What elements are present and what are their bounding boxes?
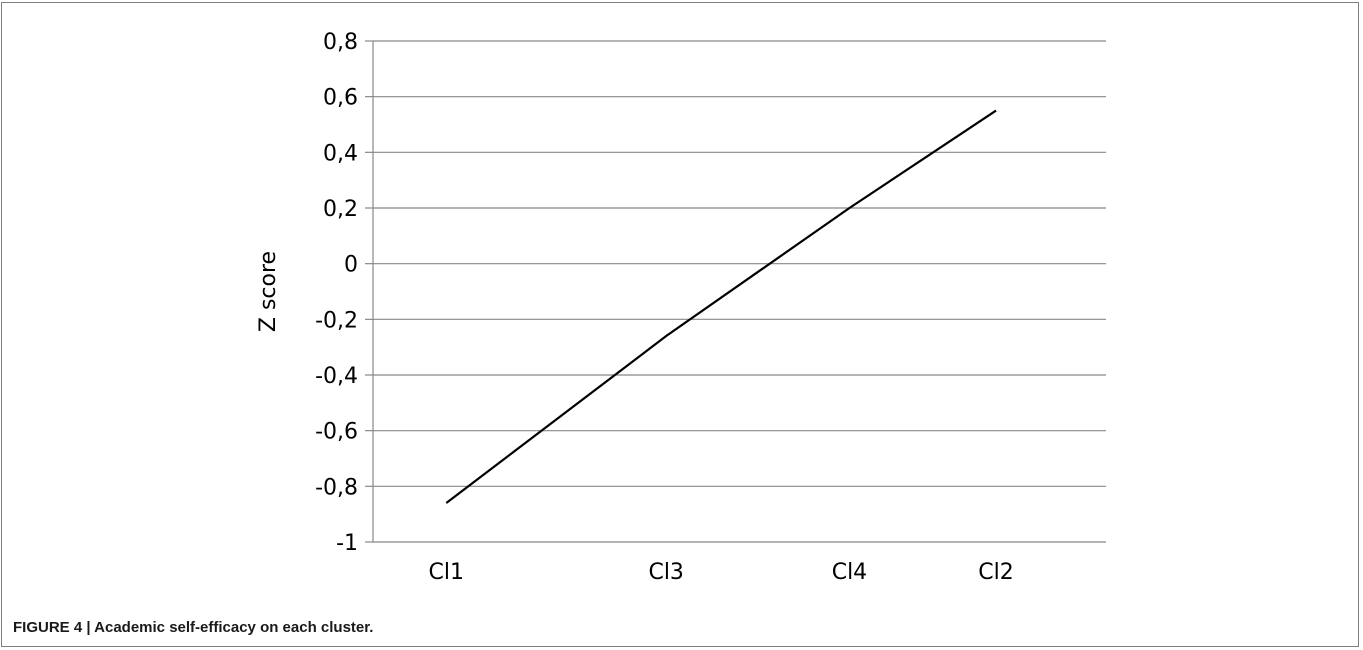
gridlines [365, 40, 1106, 543]
series-group [445, 109, 997, 504]
y-tick-label: -0,2 [315, 308, 358, 333]
y-tick-label: 0,2 [323, 197, 358, 222]
figure-caption: FIGURE 4 | Academic self-efficacy on eac… [13, 619, 373, 636]
y-tick-label: 0,4 [323, 141, 358, 166]
x-tick-label: Cl4 [832, 560, 867, 585]
y-tick-label: -0,8 [315, 475, 358, 500]
y-tick-label: 0,6 [323, 86, 358, 111]
x-tick-label: Cl2 [978, 560, 1013, 585]
x-tick-label: Cl3 [648, 560, 683, 585]
y-tick-label: 0 [344, 253, 358, 278]
line-chart: 0,80,60,40,20-0,2-0,4-0,6-0,8-1 Cl1 Cl3 Cl… [256, 30, 1106, 585]
y-tick-label: -1 [336, 531, 358, 556]
y-tick-label: -0,4 [315, 364, 358, 389]
y-tick-label: 0,8 [323, 30, 358, 55]
y-tick-labels: 0,8 0,6 0,4 0,2 0 -0,2 -0,4 -0,6 -0,8 -1 [315, 30, 358, 556]
series-line [445, 109, 997, 504]
x-tick-labels: Cl1 Cl3 Cl4 Cl2 [429, 560, 1014, 585]
x-tick-label: Cl1 [429, 560, 464, 585]
y-tick-label: -0,6 [315, 420, 358, 445]
y-axis-title: Z score [256, 251, 281, 332]
caption-label: FIGURE 4 | Academic self-efficacy on eac… [13, 619, 374, 636]
